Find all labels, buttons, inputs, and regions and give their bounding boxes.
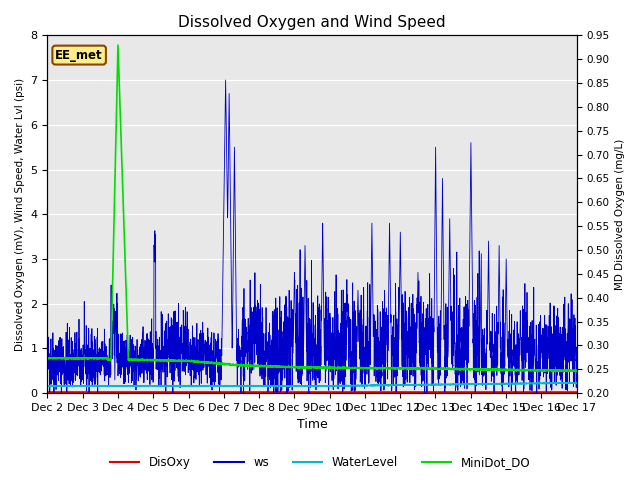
Title: Dissolved Oxygen and Wind Speed: Dissolved Oxygen and Wind Speed: [178, 15, 446, 30]
Y-axis label: MD Dissolved Oxygen (mg/L): MD Dissolved Oxygen (mg/L): [615, 139, 625, 290]
X-axis label: Time: Time: [296, 419, 328, 432]
Legend: DisOxy, ws, WaterLevel, MiniDot_DO: DisOxy, ws, WaterLevel, MiniDot_DO: [105, 452, 535, 474]
Y-axis label: Dissolved Oxygen (mV), Wind Speed, Water Lvl (psi): Dissolved Oxygen (mV), Wind Speed, Water…: [15, 78, 25, 351]
Text: EE_met: EE_met: [55, 48, 103, 61]
